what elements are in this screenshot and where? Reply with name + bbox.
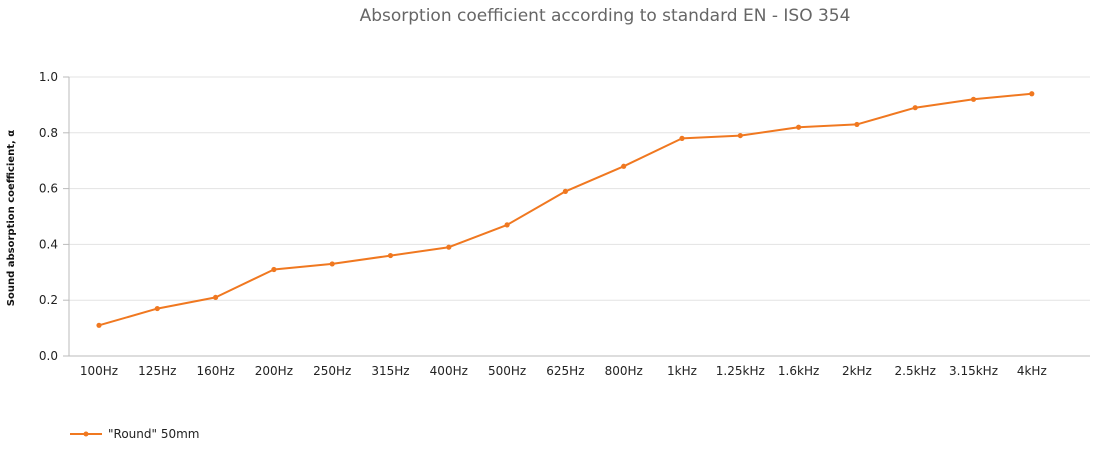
data-point[interactable] xyxy=(912,105,918,111)
chart-title: Absorption coefficient according to stan… xyxy=(360,6,851,26)
data-point[interactable] xyxy=(154,305,160,312)
series-line xyxy=(98,92,1032,327)
data-point[interactable] xyxy=(271,266,277,273)
y-tick-label: 0.4 xyxy=(39,237,58,251)
y-axis-title: Sound absorption coefficient, α xyxy=(6,130,17,306)
data-point[interactable] xyxy=(96,322,102,328)
x-tick-label: 2kHz xyxy=(842,364,872,378)
gridlines xyxy=(69,76,1090,301)
y-tick-label: 0.8 xyxy=(39,126,58,140)
x-tick-label: 1.25kHz xyxy=(716,364,765,378)
data-point[interactable] xyxy=(446,244,452,250)
data-point[interactable] xyxy=(387,252,394,259)
data-point[interactable] xyxy=(737,132,743,139)
x-tick-label: 200Hz xyxy=(255,364,293,378)
x-tick-label: 160Hz xyxy=(196,364,234,378)
data-point[interactable] xyxy=(970,96,977,102)
x-tick-label: 800Hz xyxy=(605,364,643,378)
data-point[interactable] xyxy=(329,261,335,267)
x-tick-label: 1.6kHz xyxy=(778,364,819,378)
data-point[interactable] xyxy=(562,188,569,194)
y-tick-label: 0.6 xyxy=(39,182,58,196)
legend-marker-swatch xyxy=(83,431,89,437)
data-point[interactable] xyxy=(679,135,685,141)
y-tick-label: 0.2 xyxy=(39,293,58,307)
data-point[interactable] xyxy=(504,222,510,228)
data-point[interactable] xyxy=(621,163,627,169)
series-layer xyxy=(96,91,1035,328)
y-tick-label: 0.0 xyxy=(39,349,58,363)
x-tick-label: 625Hz xyxy=(546,364,584,378)
x-tick-label: 1kHz xyxy=(667,364,697,378)
series-0 xyxy=(96,91,1035,328)
y-axis-ticks: 0.0 0.2 0.4 0.6 0.8 1.0 xyxy=(39,70,69,363)
x-tick-label: 400Hz xyxy=(430,364,468,378)
data-point[interactable] xyxy=(1029,91,1035,97)
x-tick-label: 100Hz xyxy=(80,364,118,378)
x-tick-label: 315Hz xyxy=(371,364,409,378)
x-tick-label: 500Hz xyxy=(488,364,526,378)
x-tick-label: 125Hz xyxy=(138,364,176,378)
x-tick-label: 2.5kHz xyxy=(895,364,936,378)
x-axis-ticks: 100Hz 125Hz 160Hz 200Hz 250Hz 315Hz 400Hz 500Hz… xyxy=(80,364,1047,378)
data-point[interactable] xyxy=(796,124,802,130)
data-point[interactable] xyxy=(213,294,219,301)
legend-label: "Round" 50mm xyxy=(108,427,199,441)
y-tick-label: 1.0 xyxy=(39,70,58,84)
x-tick-label: 250Hz xyxy=(313,364,351,378)
x-tick-label: 3.15kHz xyxy=(949,364,998,378)
legend-item[interactable]: "Round" 50mm xyxy=(70,427,199,441)
x-tick-label: 4kHz xyxy=(1017,364,1047,378)
data-point[interactable] xyxy=(854,121,860,128)
